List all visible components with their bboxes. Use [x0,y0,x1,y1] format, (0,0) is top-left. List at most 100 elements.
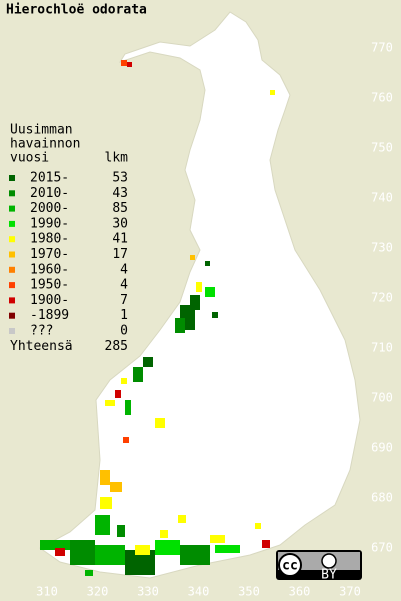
y-coordinate-label: 710 [371,341,393,355]
y-coordinate-label: 740 [371,191,393,205]
observation-square [212,312,218,318]
observation-square [95,515,110,535]
observation-square [270,90,275,95]
x-coordinate-label: 370 [339,585,361,599]
legend-swatch [9,312,15,319]
legend-total: 285 [105,339,128,354]
legend-count-header: lkm [105,151,129,166]
observation-square [127,62,132,67]
by-label: BY [321,568,337,583]
legend-swatch [9,175,15,181]
observation-square [210,535,225,543]
observation-square [196,282,202,292]
legend-count: 53 [112,171,128,186]
observation-square [85,570,93,576]
y-coordinate-label: 730 [371,241,393,255]
legend-label: 1960- [30,262,69,277]
observation-square [123,437,129,443]
observation-square [255,523,261,529]
observation-square [155,418,165,428]
axes: 310 320 330 340 350 360 370 670 680 690 700 710 720 7… [36,41,393,599]
observation-square [100,470,110,485]
observations [40,60,275,576]
observation-square [160,530,168,538]
by-icon [321,553,337,569]
y-coordinate-label: 670 [371,541,393,555]
legend-label: 2015- [30,171,69,186]
legend-count: 0 [120,324,128,339]
y-coordinate-label: 680 [371,491,393,505]
legend-count: 1 [120,308,128,323]
legend-header: Uusimman [10,123,73,138]
legend-count: 7 [120,293,128,308]
legend-label: 1980- [30,232,69,247]
observation-square [143,357,153,367]
y-coordinate-label: 760 [371,91,393,105]
legend-count: 85 [112,201,128,216]
legend-swatch [9,251,15,258]
legend-swatch [9,236,15,243]
legend-label: 1950- [30,278,69,293]
observation-square [178,515,186,523]
legend-swatch [9,190,15,197]
legend-swatch [9,205,15,212]
cc-icon [278,553,302,577]
x-coordinate-label: 330 [137,585,159,599]
legend-label: 1990- [30,216,69,231]
observation-square [55,548,65,556]
cc-glyph: cc [282,559,298,574]
map-title: Hierochloë odorata [6,3,147,18]
x-coordinate-label: 340 [188,585,210,599]
legend-swatch [9,297,15,304]
observation-square [117,525,125,537]
observation-square [133,367,143,382]
legend-label: ??? [30,324,53,339]
y-coordinate-label: 750 [371,141,393,155]
observation-square [205,261,210,266]
x-coordinate-label: 310 [36,585,58,599]
observation-square [121,60,127,66]
observation-square [155,540,180,555]
y-coordinate-label: 770 [371,41,393,55]
legend-count: 4 [120,262,128,277]
observation-square [105,400,115,406]
y-coordinate-label: 700 [371,391,393,405]
observation-square [121,378,127,384]
legend-total-label: Yhteensä [10,339,73,354]
legend-count: 43 [112,186,128,201]
x-coordinate-label: 320 [87,585,109,599]
observation-square [180,545,210,565]
legend-count: 30 [112,216,128,231]
legend-count: 4 [120,278,128,293]
observation-square [215,545,240,553]
observation-square [110,482,122,492]
license-badge: cc BY [276,550,362,583]
observation-square [190,295,200,310]
legend-swatch [9,328,15,334]
legend-swatch [9,220,15,227]
observation-square [70,540,95,565]
x-coordinate-label: 350 [238,585,260,599]
legend-label: 2010- [30,186,69,201]
observation-square [190,255,195,260]
legend-swatch [9,266,15,273]
legend-count: 41 [112,232,128,247]
observation-square [95,545,125,565]
legend-label: 1970- [30,247,69,262]
observation-square [175,318,185,333]
y-coordinate-label: 690 [371,441,393,455]
observation-square [40,540,70,550]
observation-square [125,400,131,415]
legend-count: 17 [112,247,128,262]
legend-label: 1900- [30,293,69,308]
x-coordinate-label: 360 [289,585,311,599]
observation-square [115,390,121,398]
legend-swatch [9,282,15,289]
legend-header: havainnon [10,137,80,152]
observation-square [262,540,270,548]
y-coordinate-label: 720 [371,291,393,305]
observation-square [205,287,215,297]
